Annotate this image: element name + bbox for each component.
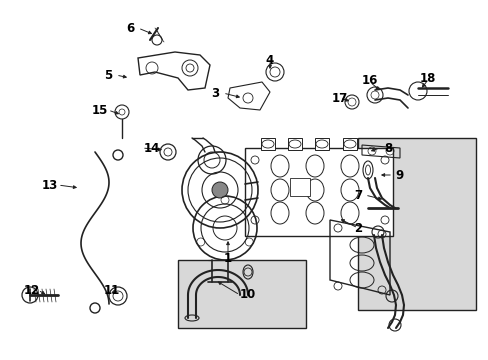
Circle shape [212,182,227,198]
Bar [287,138,302,150]
Bar [357,138,475,310]
Text: 2: 2 [353,221,361,234]
Text: 18: 18 [419,72,435,85]
Text: 1: 1 [224,252,232,265]
Text: 15: 15 [92,104,108,117]
Text: 10: 10 [240,288,256,302]
Text: 6: 6 [125,22,134,35]
Text: 7: 7 [353,189,361,202]
Text: 17: 17 [331,91,347,104]
Bar [244,148,392,236]
Text: 14: 14 [143,141,160,154]
Text: 12: 12 [24,284,40,297]
Text: 4: 4 [265,54,274,67]
Text: 3: 3 [210,86,219,99]
Text: 16: 16 [361,73,377,86]
Bar [314,138,328,150]
Text: 8: 8 [383,141,391,154]
Text: 13: 13 [42,179,58,192]
Text: 5: 5 [103,68,112,81]
Text: 9: 9 [395,168,403,181]
Bar [178,260,305,328]
Bar [289,178,309,196]
Bar [261,138,274,150]
Bar [342,138,356,150]
Text: 11: 11 [103,284,120,297]
